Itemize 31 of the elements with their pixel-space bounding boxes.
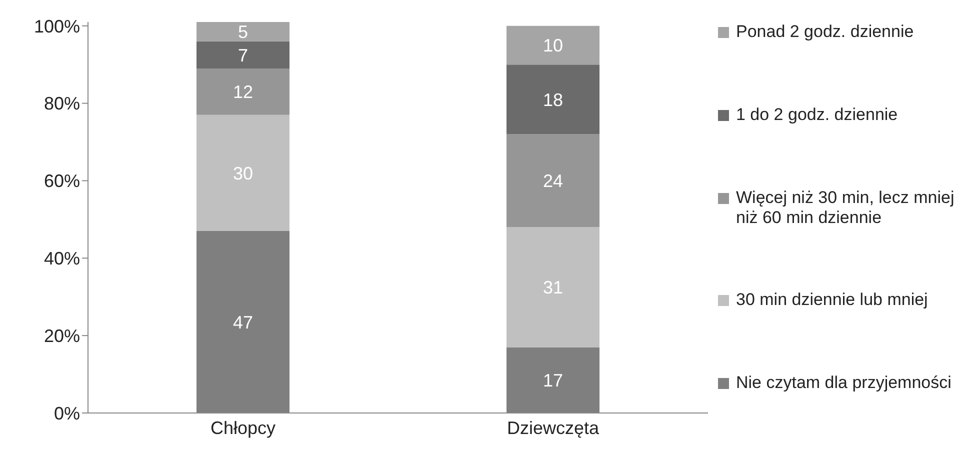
data-label: 12 [232,82,254,102]
legend-label: 30 min dziennie lub mniej [736,290,928,310]
x-tick-label: Chłopcy [210,418,276,438]
data-label: 47 [232,312,254,332]
y-tick-label: 60% [44,171,80,192]
bar [196,114,290,232]
data-label: 10 [542,36,564,56]
legend-label: Więcej niż 30 min, lecz mniej niż 60 min dziennie [736,188,956,228]
data-label: 30 [232,163,254,184]
data-label: 24 [542,171,564,192]
data-label: 17 [542,370,564,390]
data-label: 31 [542,278,564,298]
legend-label: 1 do 2 godz. dziennie [736,104,898,125]
bar [506,134,600,228]
bar [506,64,600,134]
y-tick-label: 100% [34,16,80,36]
bar [506,227,600,348]
legend-label: Ponad 2 godz. dziennie [736,22,914,42]
bar [196,41,290,68]
data-label: 18 [542,90,564,110]
y-tick-label: 0% [54,403,80,424]
data-label: 7 [238,45,248,66]
x-tick-label: Dziewczęta [506,418,600,438]
bar [196,22,290,42]
data-label: 5 [238,22,248,42]
y-tick-label: 40% [44,248,80,269]
bar [196,68,290,115]
legend-label: Nie czytam dla przyjemności [736,373,952,393]
y-tick-label: 80% [44,94,80,114]
y-tick-label: 20% [44,326,80,346]
bar [506,26,600,65]
